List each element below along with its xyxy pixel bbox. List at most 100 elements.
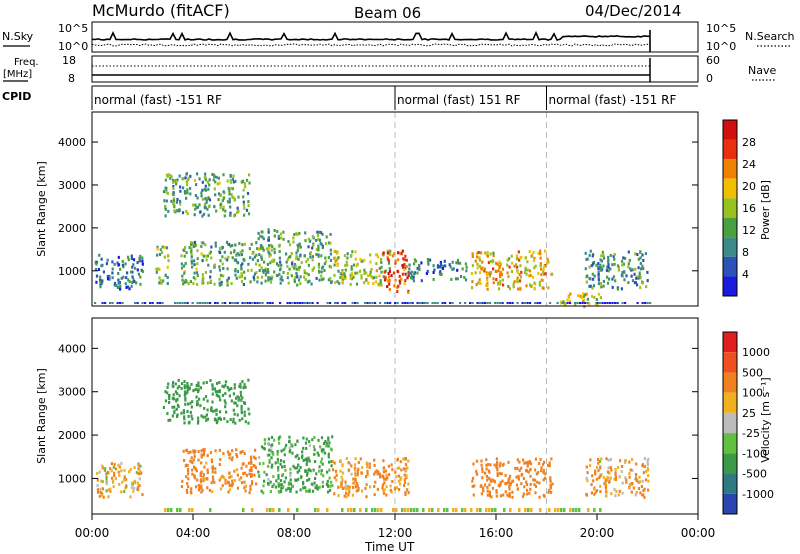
velocity-echo-cell [330,464,333,468]
power-echo-cell [196,172,199,176]
power-echo-cell [455,261,458,265]
power-echo-cell [627,265,630,269]
power-echo-cell [102,270,105,274]
power-echo-cell [601,302,604,304]
velocity-echo-cell [406,488,409,492]
velocity-echo-cell [548,488,551,492]
power-echo-cell [204,172,207,176]
power-echo-cell [261,269,265,273]
velocity-echo-cell [280,449,283,453]
power-echo-cell [229,251,233,255]
velocity-echo-cell [271,485,274,489]
power-echo-cell [389,249,392,253]
power-echo-cell [126,255,130,259]
velocity-echo-cell [354,457,357,461]
velocity-echo-cell [269,490,272,493]
velocity-echo-cell [224,401,227,405]
power-echo-cell [499,282,502,286]
power-echo-cell [513,264,516,268]
power-echo-cell [367,281,370,285]
velocity-echo-cell [508,492,511,496]
power-echo-cell [403,268,406,272]
power-echo-cell [201,214,204,218]
power-echo-cell [591,286,594,290]
power-echo-cell [580,296,583,300]
power-echo-cell [541,286,544,290]
power-echo-cell [507,275,510,279]
power-echo-cell [642,267,645,270]
power-echo-cell [194,179,197,182]
power-echo-cell [334,302,337,304]
velocity-echo-cell [394,470,397,474]
power-echo-cell [113,262,116,266]
power-echo-cell [230,193,233,196]
power-echo-cell [320,278,324,282]
velocity-echo-cell [354,478,357,481]
power-echo-cell [519,287,522,291]
power-echo-cell [208,205,211,209]
velocity-echo-cell [302,436,305,440]
power-echo-cell [402,257,405,261]
velocity-echo-cell [326,508,329,512]
power-echo-cell [529,273,532,277]
power-echo-cell [295,255,298,258]
power-echo-cell [180,262,183,266]
power-echo-cell [471,264,474,268]
power-echo-cell [506,271,509,275]
velocity-echo-cell [202,453,205,457]
power-echo-cell [397,284,400,288]
power-echo-cell [621,263,624,267]
power-echo-cell [179,302,182,304]
velocity-echo-cell [131,481,134,485]
velocity-echo-cell [586,479,589,483]
velocity-echo-cell [548,464,551,468]
velocity-echo-cell [243,480,246,484]
velocity-echo-cell [114,467,118,471]
velocity-echo-cell [609,466,612,469]
velocity-echo-cell [471,484,474,488]
power-echo-cell [164,206,167,210]
power-echo-cell [479,271,482,275]
velocity-echo-cell [226,386,229,389]
velocity-echo-cell [515,475,518,479]
power-echo-cell [190,253,193,257]
velocity-echo-cell [221,484,224,488]
power-echo-cell [329,277,332,281]
velocity-echo-cell [245,464,248,468]
y-tick-label: 1000 [58,472,86,485]
power-echo-cell [549,302,552,304]
velocity-echo-cell [192,458,195,462]
power-echo-cell [399,281,402,285]
power-echo-cell [597,276,600,280]
power-echo-cell [204,243,207,247]
power-echo-cell [609,267,612,271]
power-echo-cell [172,185,175,188]
power-echo-cell [432,264,435,268]
power-echo-cell [311,235,314,239]
colorbar-swatch [723,276,737,296]
cpid-strip: CPID normal (fast) -151 RF normal (fast) … [2,85,698,110]
power-echo-cell [577,294,580,298]
velocity-echo-cell [413,508,416,512]
velocity-echo-cell [190,456,193,460]
velocity-echo-cell [214,467,217,471]
power-echo-cell [481,302,484,304]
power-echo-cell [483,269,486,273]
power-echo-cell [144,302,147,304]
power-echo-cell [185,251,188,255]
velocity-echo-cell [328,488,332,492]
velocity-echo-cell [224,481,227,485]
velocity-echo-cell [224,392,227,396]
power-echo-cell [508,257,511,261]
velocity-echo-cell [592,479,595,483]
time-tick-label: 00:00 [75,526,110,540]
power-echo-cell [485,273,488,277]
velocity-echo-cell [205,381,208,384]
power-echo-cell [240,264,243,267]
velocity-echo-cell [618,475,621,479]
power-echo-cell [315,276,318,280]
velocity-echo-cell [323,451,327,455]
power-echo-cell [339,276,342,280]
velocity-echo-cell [284,468,287,472]
power-echo-cell [183,246,187,249]
